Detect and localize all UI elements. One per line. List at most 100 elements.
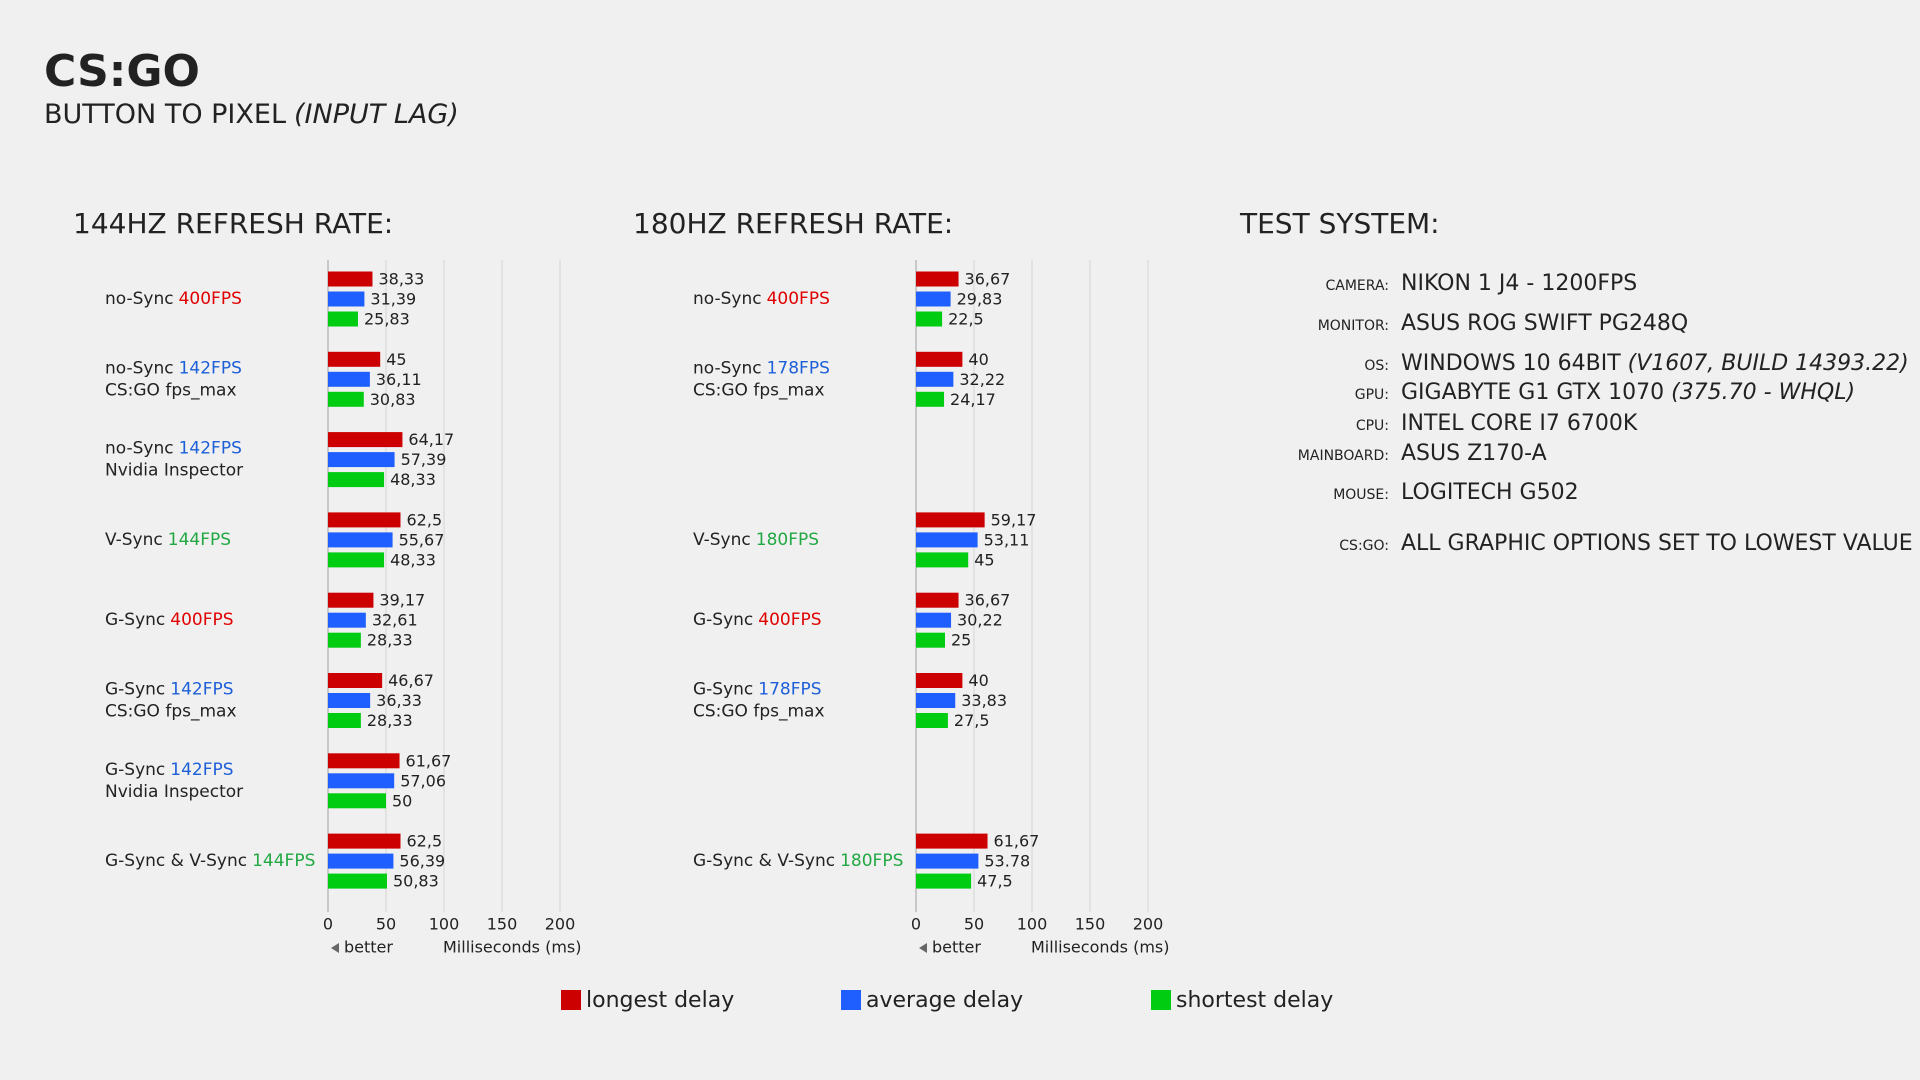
bar [328,532,393,548]
bar [328,351,381,367]
value-label: 36,67 [965,591,1011,610]
category-fps: 178FPS [767,358,830,378]
category-label: no-Sync 400FPS [693,289,830,309]
category-label: G-Sync 400FPS [693,610,822,630]
category-fps: 142FPS [179,439,242,459]
value-label: 55,67 [399,530,445,549]
value-label: 57,06 [400,771,446,790]
category-fps: 178FPS [758,680,821,700]
category-label: G-Sync & V-Sync 144FPS [105,851,315,871]
category-label: V-Sync 144FPS [105,530,231,550]
category-note: CS:GO fps_max [693,702,825,722]
spec-main: NIKON 1 J4 - 1200FPS [1401,271,1637,296]
category-name: G-Sync & V-Sync [693,851,835,871]
value-label: 30,83 [370,390,416,409]
bar [328,673,383,688]
category-note: Nvidia Inspector [105,782,243,802]
category-name: no-Sync [105,289,174,309]
spec-detail: (V1607, BUILD 14393.22) [1628,351,1909,376]
better-arrow [331,943,339,953]
value-label: 64,17 [408,430,454,449]
value-label: 47,5 [977,872,1013,891]
category-note: CS:GO fps_max [693,380,825,400]
category-name: no-Sync [693,289,762,309]
bar [916,713,948,728]
value-label: 25 [951,631,971,650]
value-label: 33,83 [961,691,1007,710]
category-label: G-Sync 178FPS [693,680,822,700]
value-label: 62,5 [407,510,443,529]
value-label: 38,33 [378,270,424,289]
value-label: 61,67 [994,832,1040,851]
spec-value: WINDOWS 10 64BIT (V1607, BUILD 14393.22) [1401,351,1909,376]
bar [328,512,401,528]
category-fps: 180FPS [840,851,903,871]
bar [328,612,366,628]
category-label: V-Sync 180FPS [693,530,819,550]
bar [916,311,943,327]
category-note: Nvidia Inspector [105,461,243,481]
bar [916,693,956,708]
bar [328,873,387,889]
category-fps: 180FPS [756,530,819,550]
chart-title: 144HZ REFRESH RATE: [73,207,393,240]
annotation: better [932,938,981,957]
legend-label: shortest delay [1176,988,1333,1013]
bar [916,391,945,407]
category-fps: 400FPS [767,289,830,309]
bar [328,773,395,789]
value-label: 50,83 [393,872,439,891]
better-arrow [919,943,927,953]
value-label: 27,5 [954,711,990,730]
spec-label: MAINBOARD: [1298,448,1389,464]
spec-value: LOGITECH G502 [1401,480,1579,505]
category-name: V-Sync [105,530,163,550]
category-name: no-Sync [105,439,174,459]
category-label: G-Sync & V-Sync 180FPS [693,851,903,871]
category-fps: 142FPS [179,358,242,378]
category-name: G-Sync [105,760,165,780]
bar [916,351,963,367]
spec-label: GPU: [1355,387,1389,403]
page-subtitle: BUTTON TO PIXEL (INPUT LAG) [44,99,459,130]
bar [328,592,374,608]
spec-value: NIKON 1 J4 - 1200FPS [1401,271,1637,296]
value-label: 40 [968,350,988,369]
category-fps: 142FPS [170,680,233,700]
bar [328,693,371,708]
value-label: 28,33 [367,631,413,650]
bar [916,552,969,568]
bar [328,452,395,468]
value-label: 62,5 [407,832,443,851]
category-name: G-Sync & V-Sync [105,851,247,871]
spec-main: WINDOWS 10 64BIT [1401,351,1621,376]
spec-label: MOUSE: [1333,487,1389,503]
bar [916,612,952,628]
value-label: 40 [968,671,988,690]
value-label: 45 [386,350,406,369]
category-note: CS:GO fps_max [105,702,237,722]
category-label: no-Sync 142FPS [105,439,242,459]
bar [916,632,945,648]
subtitle: BUTTON TO PIXEL [44,99,286,130]
value-label: 32,22 [959,370,1005,389]
spec-label: CPU: [1356,418,1389,434]
x-axis-label: Milliseconds (ms) [443,938,581,957]
x-tick-label: 150 [487,915,518,934]
category-name: G-Sync [693,680,753,700]
category-name: G-Sync [693,610,753,630]
spec-main: INTEL CORE I7 6700K [1401,411,1638,436]
category-fps: 142FPS [170,760,233,780]
bar [916,592,959,608]
x-tick-label: 150 [1075,915,1106,934]
spec-value: GIGABYTE G1 GTX 1070 (375.70 - WHQL) [1401,380,1855,405]
category-fps: 400FPS [170,610,233,630]
legend-label: longest delay [586,988,734,1013]
bar [328,311,358,327]
x-tick-label: 100 [1017,915,1048,934]
bar [328,552,385,568]
value-label: 25,83 [364,310,410,329]
spec-main: GIGABYTE G1 GTX 1070 [1401,380,1664,405]
value-label: 53.78 [984,852,1030,871]
